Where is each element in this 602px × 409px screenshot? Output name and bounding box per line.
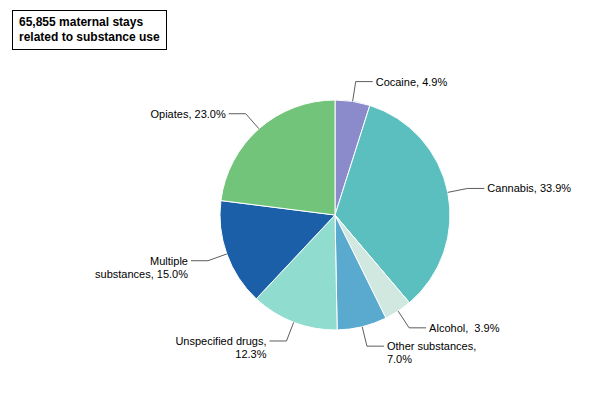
svg-text:Unspecified drugs,12.3%: Unspecified drugs,12.3% <box>175 335 266 360</box>
svg-text:Alcohol, 3.9%: Alcohol, 3.9% <box>429 322 500 334</box>
svg-text:Cannabis, 33.9%: Cannabis, 33.9% <box>487 182 571 194</box>
svg-text:Opiates, 23.0%: Opiates, 23.0% <box>151 108 226 120</box>
svg-text:Cocaine, 4.9%: Cocaine, 4.9% <box>376 76 448 88</box>
html-text:65,855 maternal stays related: 65,855 maternal stays related to substan… <box>19 15 160 44</box>
svg-text:Other substances,7.0%: Other substances,7.0% <box>387 340 476 365</box>
svg-text:Multiplesubstances, 15.0%: Multiplesubstances, 15.0% <box>95 255 188 280</box>
